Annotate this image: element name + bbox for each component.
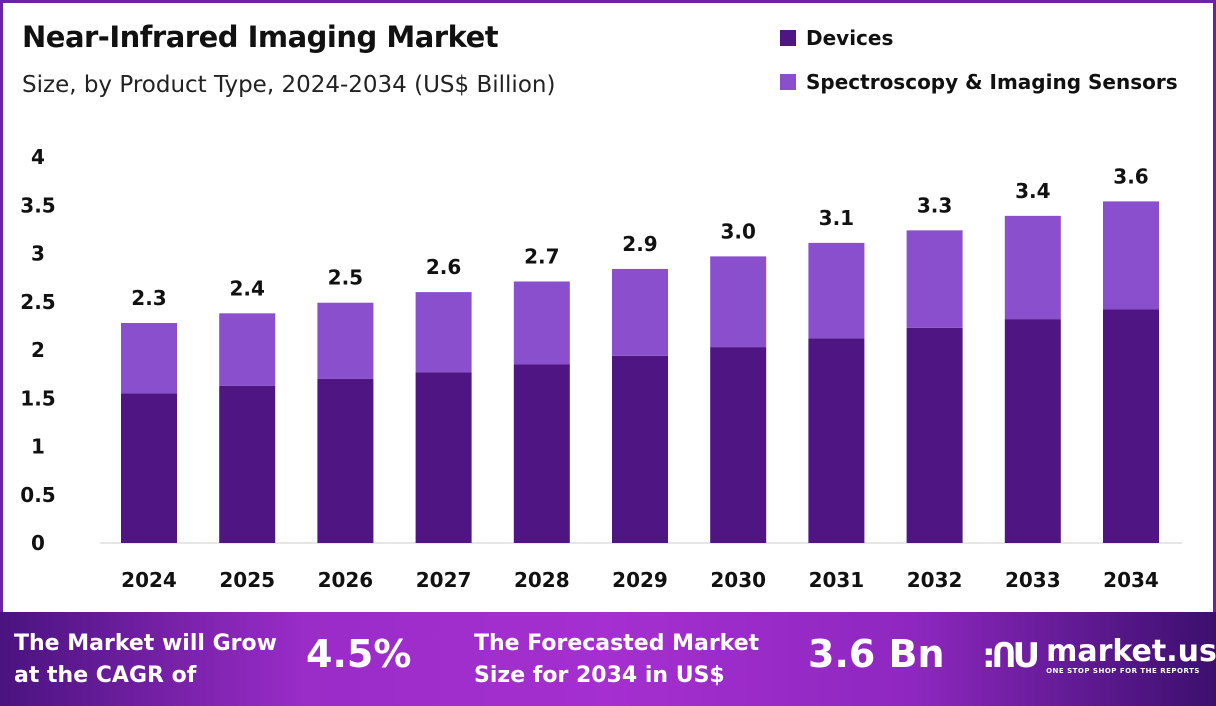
y-tick-label: 4 <box>31 145 45 169</box>
bar-devices-2028 <box>513 364 570 543</box>
bar-devices-2032 <box>906 327 963 543</box>
x-tick-label: 2028 <box>514 568 570 592</box>
x-tick-label: 2032 <box>907 568 963 592</box>
x-tick-label: 2026 <box>318 568 374 592</box>
cagr-line: at the CAGR of <box>14 663 197 688</box>
x-tick-label: 2033 <box>1005 568 1061 592</box>
total-label: 3.6 <box>1113 164 1148 188</box>
bar-sensors-2034 <box>1103 201 1159 310</box>
total-label: 3.4 <box>1015 179 1050 203</box>
bar-devices-2030 <box>710 347 767 543</box>
y-tick-label: 2 <box>31 338 45 362</box>
x-tick-label: 2029 <box>612 568 668 592</box>
legend-swatch <box>780 74 796 90</box>
x-tick-label: 2030 <box>710 568 766 592</box>
bar-sensors-2029 <box>612 268 668 356</box>
total-label: 2.5 <box>328 266 363 290</box>
total-label: 2.4 <box>229 276 264 300</box>
forecast-value: 3.6 Bn <box>808 632 945 676</box>
total-label: 2.7 <box>524 244 559 268</box>
y-tick-label: 3.5 <box>20 193 55 217</box>
bar-sensors-2027 <box>415 292 472 373</box>
bar-sensors-2025 <box>219 313 276 386</box>
x-tick-label: 2025 <box>219 568 275 592</box>
bar-devices-2031 <box>808 338 865 543</box>
bar-devices-2027 <box>415 372 472 543</box>
bar-sensors-2032 <box>906 230 963 328</box>
bar-sensors-2030 <box>710 256 767 348</box>
footer-banner: The Market will Grow at the CAGR of 4.5% … <box>0 612 1216 706</box>
logo-name: market.us <box>1046 634 1216 669</box>
total-label: 3.0 <box>720 219 755 243</box>
total-label: 2.9 <box>622 232 657 256</box>
x-tick-label: 2031 <box>809 568 865 592</box>
forecast-line: Size for 2034 in US$ <box>474 663 725 688</box>
bar-sensors-2033 <box>1004 215 1061 320</box>
forecast-label: The Forecasted Market Size for 2034 in US… <box>474 628 759 692</box>
chart-subtitle: Size, by Product Type, 2024-2034 (US$ Bi… <box>22 72 556 98</box>
cagr-line: The Market will Grow <box>14 631 277 656</box>
bar-sensors-2028 <box>513 281 570 365</box>
bar-sensors-2026 <box>317 302 374 379</box>
legend-swatch <box>780 30 796 46</box>
chart: 0 0.5 1 1.5 2 2.5 3 3.5 4 2.3 2024 2.4 2025 2.5 2026 2.… <box>20 145 1182 592</box>
bar-devices-2025 <box>219 385 276 543</box>
x-tick-label: 2027 <box>416 568 472 592</box>
bar-devices-2029 <box>612 355 668 543</box>
legend-item-devices: Devices <box>780 26 1178 50</box>
legend-item-sensors: Spectroscopy & Imaging Sensors <box>780 70 1178 94</box>
logo-tagline: ONE STOP SHOP FOR THE REPORTS <box>1046 667 1200 675</box>
y-tick-label: 1 <box>31 435 45 459</box>
cagr-value: 4.5% <box>306 632 412 676</box>
bar-sensors-2024 <box>121 322 177 394</box>
bar-devices-2024 <box>121 393 177 543</box>
bar-devices-2033 <box>1004 319 1061 543</box>
cagr-label: The Market will Grow at the CAGR of <box>14 628 277 692</box>
total-label: 3.3 <box>917 193 952 217</box>
y-tick-label: 0.5 <box>20 483 55 507</box>
y-tick-label: 1.5 <box>20 386 55 410</box>
legend: Devices Spectroscopy & Imaging Sensors <box>780 26 1178 114</box>
total-label: 3.1 <box>819 206 854 230</box>
forecast-line: The Forecasted Market <box>474 631 760 656</box>
bar-devices-2034 <box>1103 309 1159 543</box>
logo: :ՈU market.us ONE STOP SHOP FOR THE REPOR… <box>982 636 1216 676</box>
x-tick-label: 2024 <box>121 568 177 592</box>
bar-sensors-2031 <box>808 242 865 339</box>
bar-devices-2026 <box>317 378 374 543</box>
logo-mark-icon: :ՈU <box>982 636 1040 676</box>
legend-label: Devices <box>806 26 894 50</box>
y-tick-label: 2.5 <box>20 290 55 314</box>
y-tick-label: 0 <box>31 531 45 555</box>
legend-label: Spectroscopy & Imaging Sensors <box>806 70 1178 94</box>
x-tick-label: 2034 <box>1103 568 1159 592</box>
chart-title: Near-Infrared Imaging Market <box>22 20 499 54</box>
y-tick-label: 3 <box>31 242 45 266</box>
total-label: 2.6 <box>426 255 461 279</box>
total-label: 2.3 <box>131 286 166 310</box>
